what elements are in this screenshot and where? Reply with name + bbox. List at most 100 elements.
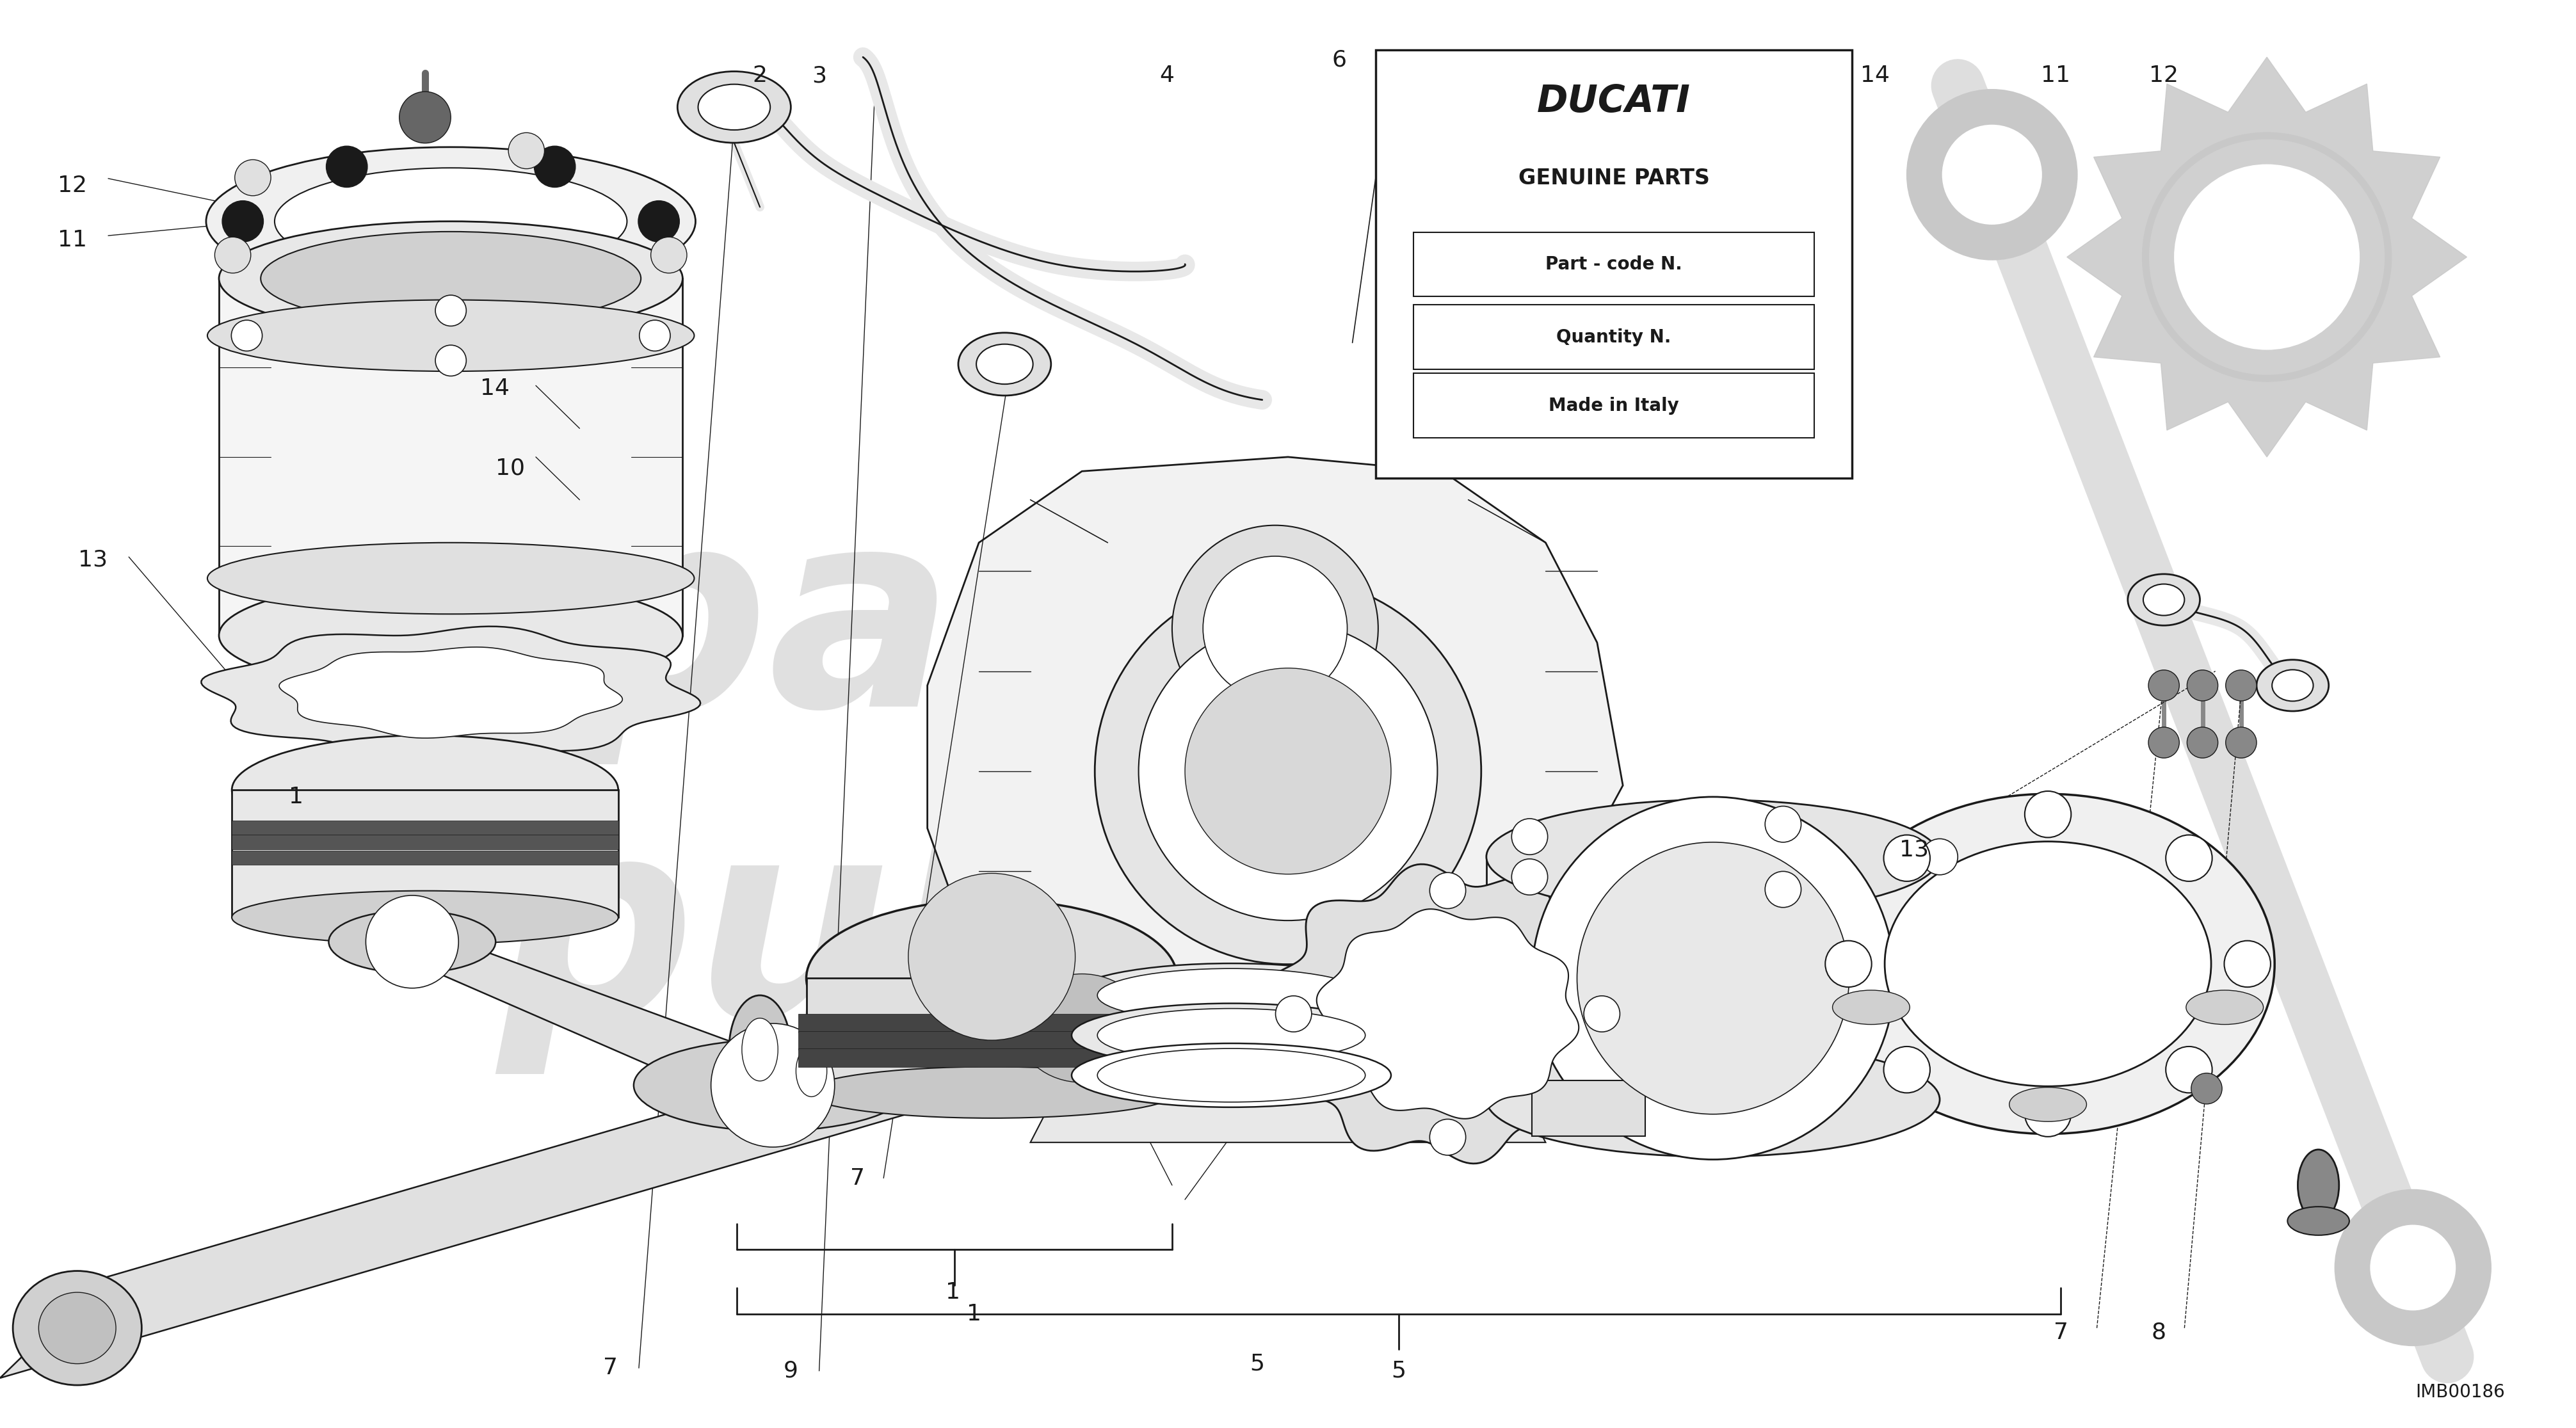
Circle shape [1512,818,1548,855]
Circle shape [639,320,670,351]
Ellipse shape [2143,584,2184,615]
Ellipse shape [206,300,693,371]
Bar [1414,373,1814,437]
Circle shape [1430,873,1466,908]
Circle shape [909,874,1074,1040]
Circle shape [1883,835,1929,881]
Ellipse shape [13,1271,142,1385]
Ellipse shape [806,1067,1177,1118]
Ellipse shape [1072,964,1391,1027]
Text: 2: 2 [752,64,768,87]
Text: 14: 14 [1860,64,1891,87]
Text: 3: 3 [811,64,827,87]
Text: 1: 1 [966,1302,981,1325]
Ellipse shape [2287,1207,2349,1235]
Polygon shape [0,978,1133,1378]
Ellipse shape [984,950,1180,1107]
Text: 1: 1 [945,1281,961,1304]
Ellipse shape [1486,800,1940,914]
Text: 5: 5 [1391,1359,1406,1382]
Bar [1414,231,1814,296]
Circle shape [327,256,368,297]
Circle shape [2174,164,2360,350]
Ellipse shape [1486,1042,1940,1157]
Polygon shape [799,1031,1185,1050]
Ellipse shape [1097,1048,1365,1102]
Polygon shape [366,942,850,1085]
Circle shape [2166,835,2213,881]
Ellipse shape [1097,1008,1365,1062]
Text: 12: 12 [57,174,88,197]
Polygon shape [806,978,1177,1092]
Circle shape [533,256,574,297]
Circle shape [2334,1190,2491,1347]
Circle shape [1095,578,1481,964]
Circle shape [1185,668,1391,874]
Circle shape [2370,1225,2455,1311]
Text: IMB00186: IMB00186 [2416,1384,2504,1401]
Circle shape [1883,1047,1929,1092]
Ellipse shape [232,735,618,844]
Circle shape [1826,941,1873,987]
Ellipse shape [729,995,791,1104]
Circle shape [1765,871,1801,907]
Ellipse shape [1072,1004,1391,1067]
Bar [1414,304,1814,368]
Ellipse shape [806,900,1177,1057]
Ellipse shape [276,169,626,274]
Polygon shape [1533,1080,1646,1137]
Circle shape [1275,995,1311,1032]
Ellipse shape [39,1292,116,1364]
Circle shape [533,146,574,187]
Ellipse shape [976,344,1033,384]
Circle shape [639,201,680,241]
Polygon shape [927,457,1623,1085]
Ellipse shape [206,147,696,296]
Ellipse shape [260,231,641,326]
Ellipse shape [742,1018,778,1081]
Ellipse shape [330,911,495,974]
Text: GENUINE PARTS: GENUINE PARTS [1517,169,1710,188]
Circle shape [399,91,451,143]
Ellipse shape [958,333,1051,396]
Text: 13: 13 [1899,838,1929,861]
Polygon shape [799,1014,1185,1032]
Text: 6: 6 [1332,49,1347,71]
Polygon shape [1486,857,1940,1100]
Circle shape [1512,858,1548,895]
Text: 12: 12 [2148,64,2179,87]
Text: 10: 10 [495,457,526,480]
Polygon shape [219,278,683,635]
Ellipse shape [796,1045,827,1097]
Text: 1: 1 [289,785,304,808]
Ellipse shape [1886,841,2210,1087]
Circle shape [1139,621,1437,921]
Ellipse shape [2272,670,2313,701]
Circle shape [1942,124,2043,224]
Text: 7: 7 [603,1357,618,1379]
Circle shape [2187,670,2218,701]
Text: 14: 14 [479,377,510,400]
Circle shape [366,895,459,988]
Circle shape [2223,941,2269,987]
Bar [1376,50,1852,478]
Text: DUCATI: DUCATI [1538,83,1690,120]
Circle shape [222,201,263,241]
Polygon shape [232,851,618,865]
Circle shape [2025,791,2071,837]
Text: 7: 7 [2053,1321,2069,1344]
Circle shape [2226,727,2257,758]
Ellipse shape [1072,1044,1391,1107]
Ellipse shape [219,221,683,336]
Circle shape [1430,1120,1466,1155]
Ellipse shape [1821,794,2275,1134]
Ellipse shape [2128,574,2200,625]
Circle shape [1533,797,1893,1160]
Circle shape [234,160,270,196]
Text: parts
publik: parts publik [497,497,1461,1074]
Circle shape [2192,1072,2223,1104]
Text: 11: 11 [57,228,88,251]
Ellipse shape [2257,660,2329,711]
Ellipse shape [786,1028,837,1114]
Polygon shape [1260,864,1636,1164]
